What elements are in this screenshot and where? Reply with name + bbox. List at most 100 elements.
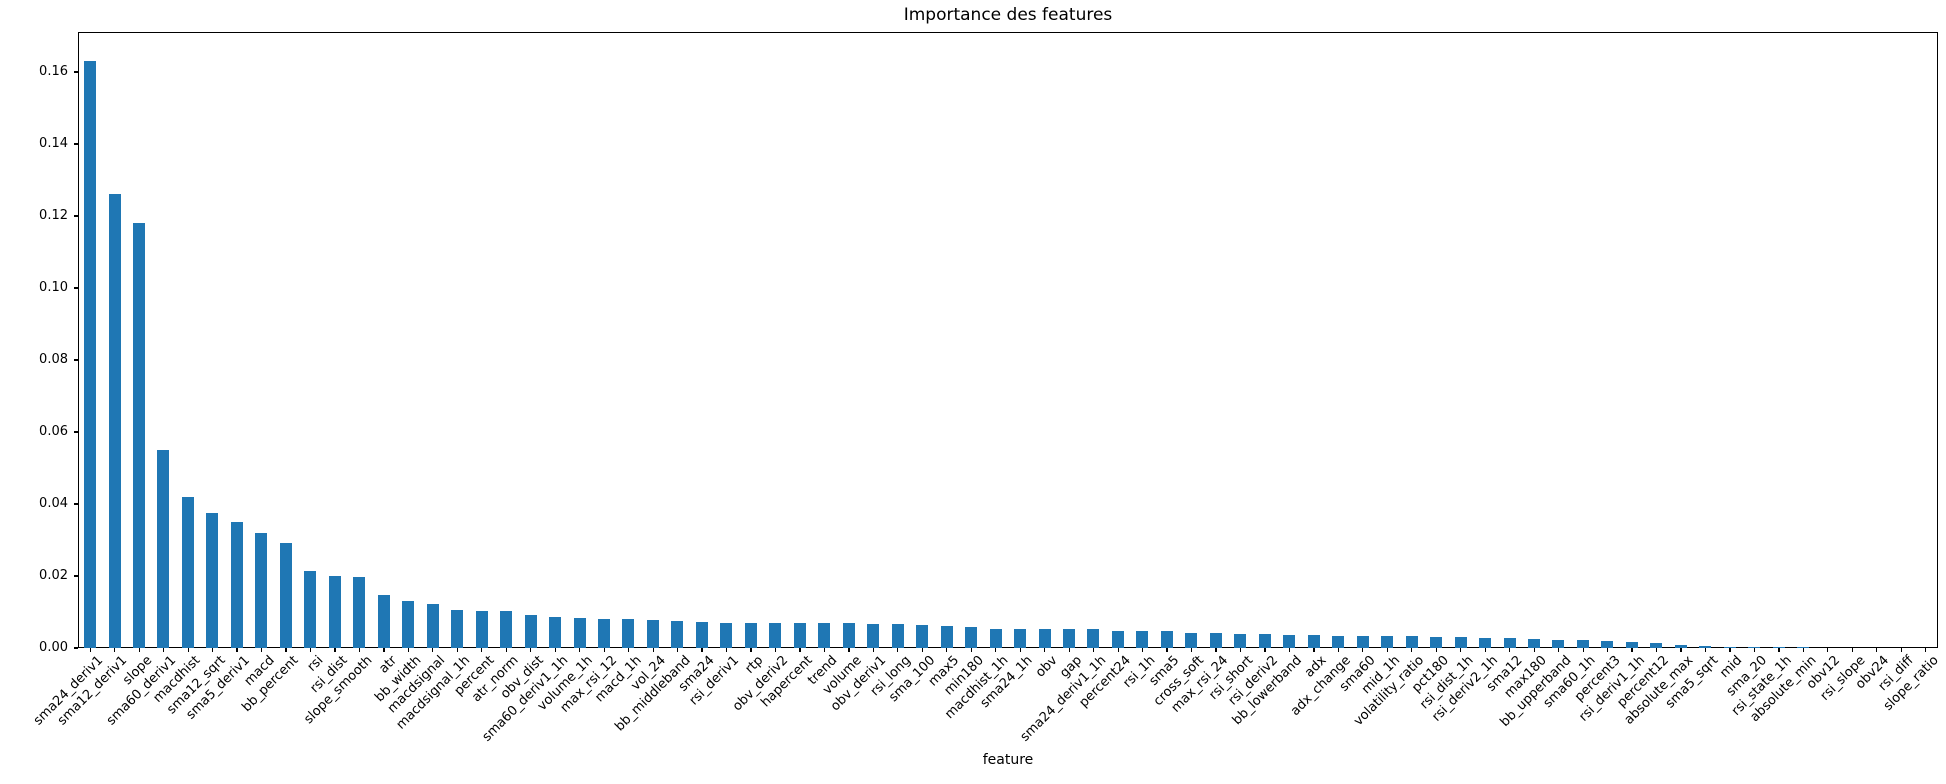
- x-tick: [628, 648, 630, 652]
- y-tick: [74, 215, 78, 217]
- y-tick: [74, 431, 78, 433]
- bar: [1258, 634, 1271, 648]
- bar: [671, 621, 684, 648]
- bar: [842, 623, 855, 648]
- bar: [1601, 640, 1614, 648]
- bar: [1405, 635, 1418, 648]
- bar: [377, 595, 390, 648]
- bar: [1038, 629, 1051, 648]
- bar: [818, 623, 831, 648]
- x-tick: [1044, 648, 1046, 652]
- bar: [1234, 633, 1247, 648]
- x-tick: [774, 648, 777, 652]
- bar: [157, 449, 170, 648]
- bar: [206, 512, 219, 648]
- x-tick: [1435, 648, 1437, 652]
- bar: [1307, 635, 1320, 648]
- bar: [475, 611, 488, 648]
- bar: [426, 603, 439, 648]
- x-tick: [1411, 648, 1413, 652]
- y-tick: [74, 287, 78, 289]
- bar: [1454, 636, 1467, 648]
- x-tick: [1019, 648, 1021, 652]
- bar: [1209, 633, 1222, 648]
- x-tick: [285, 648, 287, 652]
- x-tick: [1166, 648, 1168, 652]
- y-tick-label: 0.06: [39, 423, 68, 439]
- bar: [965, 626, 978, 648]
- x-tick: [236, 648, 238, 652]
- bar: [524, 614, 537, 648]
- x-tick: [456, 648, 458, 652]
- x-tick: [970, 648, 972, 652]
- bar: [573, 617, 586, 648]
- bar: [181, 496, 194, 648]
- bar: [867, 623, 880, 648]
- x-tick-label: obv: [1032, 653, 1061, 681]
- x-tick: [1093, 648, 1095, 652]
- chart-title: Importance des features: [903, 5, 1113, 25]
- bar: [1136, 631, 1149, 648]
- bar: [646, 620, 659, 648]
- x-tick: [138, 648, 140, 652]
- y-tick: [74, 647, 78, 649]
- x-tick: [260, 648, 263, 652]
- x-tick: [1631, 648, 1633, 652]
- bar: [1674, 644, 1687, 648]
- x-tick: [1533, 648, 1535, 652]
- x-tick: [407, 648, 409, 652]
- x-tick: [1386, 648, 1388, 652]
- bar: [1479, 638, 1492, 648]
- x-tick: [309, 648, 312, 652]
- x-tick: [1142, 648, 1144, 652]
- bar: [1087, 629, 1100, 648]
- bar: [1356, 635, 1369, 648]
- bar: [744, 622, 757, 648]
- x-tick: [432, 648, 434, 652]
- x-tick: [358, 648, 361, 652]
- x-tick: [701, 648, 703, 652]
- y-tick-label: 0.04: [39, 495, 68, 511]
- x-tick: [212, 648, 214, 652]
- y-tick-label: 0.12: [39, 207, 68, 223]
- x-tick: [1655, 648, 1658, 652]
- bar: [1014, 629, 1027, 648]
- x-tick: [1753, 648, 1756, 652]
- x-tick: [1313, 648, 1315, 652]
- y-tick-label: 0.14: [39, 135, 68, 151]
- y-tick: [74, 143, 78, 145]
- y-tick-label: 0.10: [39, 279, 68, 295]
- bar: [549, 616, 562, 648]
- x-tick: [530, 648, 532, 652]
- bar: [916, 625, 929, 648]
- bar: [1062, 629, 1075, 648]
- x-tick: [1068, 648, 1070, 652]
- x-tick: [1558, 648, 1560, 652]
- x-tick: [946, 648, 948, 652]
- x-tick: [505, 648, 507, 652]
- x-tick: [750, 648, 752, 652]
- x-tick: [1484, 648, 1486, 652]
- x-tick: [1851, 648, 1853, 652]
- bar: [720, 622, 733, 648]
- bar: [84, 60, 97, 648]
- x-tick: [652, 648, 654, 652]
- x-tick: [187, 648, 189, 652]
- x-tick: [383, 648, 385, 652]
- bar: [597, 618, 610, 648]
- x-tick: [1778, 648, 1780, 652]
- x-tick: [1900, 648, 1902, 652]
- x-tick: [1190, 648, 1193, 652]
- x-tick: [725, 648, 728, 652]
- x-tick: [1362, 648, 1364, 652]
- y-tick-label: 0.00: [39, 640, 68, 655]
- x-tick: [1264, 648, 1266, 652]
- x-tick: [579, 648, 581, 652]
- x-tick: [1215, 648, 1217, 652]
- bar: [108, 194, 121, 648]
- x-tick: [677, 648, 679, 652]
- y-tick-label: 0.08: [39, 351, 68, 367]
- x-tick: [1876, 648, 1878, 652]
- bar: [1283, 634, 1296, 648]
- x-tick: [1802, 648, 1804, 652]
